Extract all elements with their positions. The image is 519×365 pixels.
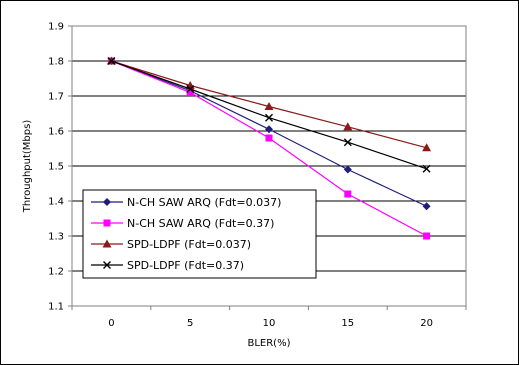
data-point [343,165,352,174]
y-tick-label: 1.7 [48,92,64,103]
data-point [265,125,273,134]
data-point [343,122,353,131]
y-axis-title: Throughput(Mbps) [22,120,33,214]
axis-ticks: 1.1 1.2 1.3 1.4 1.5 1.6 1.7 1.8 1.9 0 5 10 15 20 [48,22,467,329]
x-tick-label: 5 [187,318,193,329]
legend: N-CH SAW ARQ (Fdt=0.037) N-CH SAW ARQ (Fd… [82,189,317,279]
legend-marker [103,198,111,206]
legend-label: N-CH SAW ARQ (Fdt=0.037) [127,196,281,209]
legend-label: SPD-LDPF (Fdt=0.037) [127,238,251,251]
legend-label: N-CH SAW ARQ (Fdt=0.37) [127,217,274,230]
y-tick-label: 1.2 [48,267,64,278]
x-tick-label: 20 [420,318,433,329]
data-point [107,57,116,65]
legend-box [82,189,317,279]
y-tick-label: 1.8 [48,57,64,68]
y-tick-label: 1.3 [48,232,64,243]
series-4 [107,57,431,173]
legend-item: SPD-LDPF (Fdt=0.037) [91,238,251,251]
x-tick-label: 15 [341,318,354,329]
legend-item: N-CH SAW ARQ (Fdt=0.37) [91,217,274,230]
data-point [343,138,352,147]
data-point [265,113,273,122]
series-group [106,56,432,240]
x-tick-label: 10 [263,318,276,329]
data-point [186,85,195,93]
data-point [423,232,431,240]
legend-item: SPD-LDPF (Fdt=0.37) [91,259,244,272]
x-tick-label: 0 [108,318,114,329]
legend-marker [103,261,111,269]
data-point [264,102,274,110]
legend-label: SPD-LDPF (Fdt=0.37) [127,259,244,272]
y-tick-label: 1.9 [48,22,64,33]
data-point [422,202,431,211]
legend-marker [103,219,111,227]
y-tick-label: 1.5 [48,162,64,173]
data-point [344,190,352,198]
data-point [265,134,273,142]
legend-marker [102,239,112,248]
data-point [422,164,431,173]
legend-item: N-CH SAW ARQ (Fdt=0.037) [91,196,281,209]
y-tick-label: 1.6 [48,127,64,138]
y-tick-label: 1.1 [48,302,64,313]
x-axis-title: BLER(%) [247,338,290,349]
data-point [186,89,194,96]
data-point [422,143,432,152]
y-tick-label: 1.4 [48,197,64,208]
